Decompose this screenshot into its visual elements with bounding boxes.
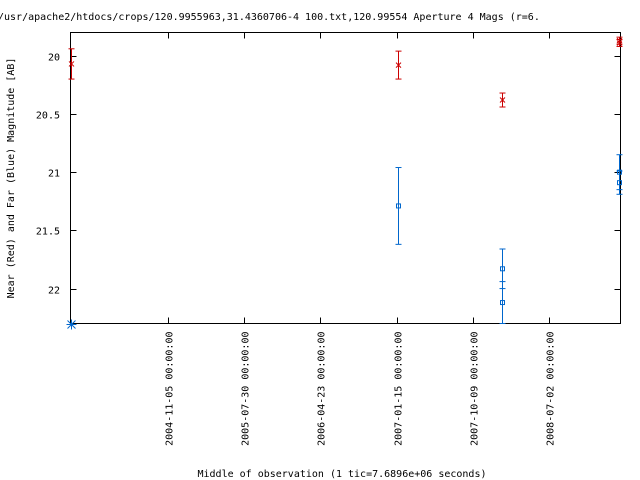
x-tick-label: 2005-07-30 00:00:00 (241, 332, 252, 446)
plot-frame (70, 32, 621, 324)
x-axis-label: Middle of observation (1 tic=7.6896e+06 … (198, 469, 487, 480)
data-point (68, 48, 75, 80)
y-tick-label: 20.5 (36, 111, 60, 122)
data-point (499, 281, 506, 324)
y-tick-label: 21.5 (36, 227, 60, 238)
x-tick-label: 2007-01-15 00:00:00 (394, 332, 405, 446)
x-tick-label: 2006-04-23 00:00:00 (317, 332, 328, 446)
x-tick-label: 2004-11-05 00:00:00 (165, 332, 176, 446)
data-point (395, 167, 402, 245)
data-point (395, 50, 402, 80)
data-point (616, 38, 623, 47)
data-point (616, 170, 623, 195)
x-tick-label: 2007-10-09 00:00:00 (470, 332, 481, 446)
series-1 (68, 36, 623, 108)
series-2 (395, 154, 623, 324)
data-point (499, 92, 506, 108)
y-tick-label: 20 (48, 53, 60, 64)
x-tick-label: 2008-07-02 00:00:00 (546, 332, 557, 446)
y-tick-label: 22 (48, 286, 60, 297)
asterisk-marker (66, 319, 77, 330)
y-axis-label: Near (Red) and Far (Blue) Magnitude [AB] (6, 58, 17, 299)
chart-title: /usr/apache2/htdocs/crops/120.9955963,31… (0, 12, 540, 23)
y-tick-label: 21 (48, 169, 60, 180)
